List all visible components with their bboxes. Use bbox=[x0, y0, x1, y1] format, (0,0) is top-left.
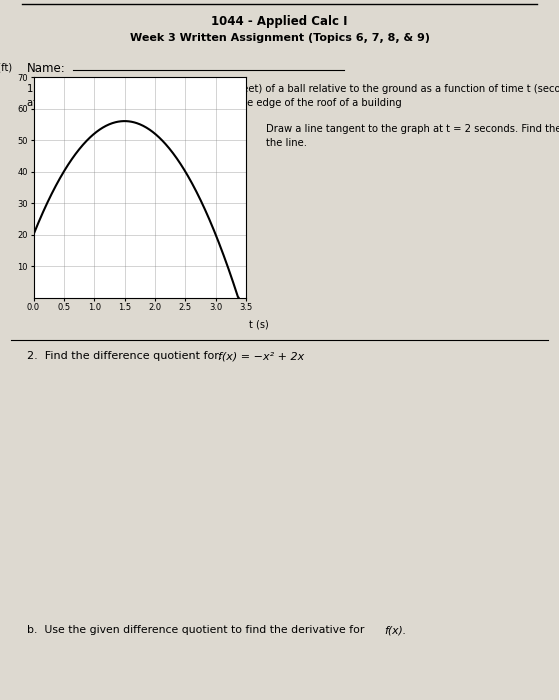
Text: b.  Use the given difference quotient to find the derivative for: b. Use the given difference quotient to … bbox=[27, 625, 364, 635]
Text: Name:: Name: bbox=[27, 62, 66, 75]
Text: Draw a line tangent to the graph at t = 2 seconds. Find the slope of
the line.: Draw a line tangent to the graph at t = … bbox=[266, 125, 559, 148]
Text: f(x) = −x² + 2x: f(x) = −x² + 2x bbox=[218, 351, 304, 361]
Text: 1.  The graph below show the height h (in feet) of a ball relative to the ground: 1. The graph below show the height h (in… bbox=[27, 85, 559, 108]
Text: f(x).: f(x). bbox=[384, 625, 406, 635]
Text: 2.  Find the difference quotient for:: 2. Find the difference quotient for: bbox=[27, 351, 222, 361]
Y-axis label: h (ft): h (ft) bbox=[0, 62, 12, 73]
Text: t (s): t (s) bbox=[249, 320, 269, 330]
Text: 1044 - Applied Calc I: 1044 - Applied Calc I bbox=[211, 15, 348, 27]
Text: Week 3 Written Assignment (Topics 6, 7, 8, & 9): Week 3 Written Assignment (Topics 6, 7, … bbox=[130, 33, 429, 43]
